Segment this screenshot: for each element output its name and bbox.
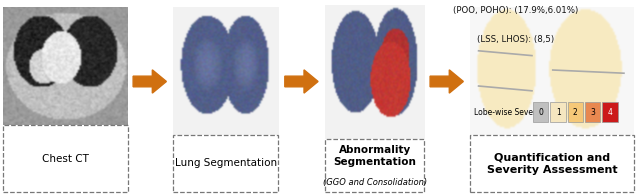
Bar [533, 102, 548, 122]
Text: 4: 4 [607, 107, 612, 117]
Text: (POO, POHO): (17.9%,6.01%): (POO, POHO): (17.9%,6.01%) [452, 6, 578, 15]
Text: Lung Segmentation: Lung Segmentation [175, 158, 276, 168]
FancyArrow shape [133, 70, 166, 93]
FancyBboxPatch shape [470, 135, 634, 192]
FancyBboxPatch shape [3, 125, 128, 192]
FancyArrow shape [285, 70, 318, 93]
Text: (LSS, LHOS): (8,5): (LSS, LHOS): (8,5) [477, 35, 554, 44]
Bar [585, 102, 600, 122]
Text: Chest CT: Chest CT [42, 154, 89, 164]
FancyBboxPatch shape [325, 139, 424, 192]
Bar [602, 102, 618, 122]
Text: Abnormality
Segmentation: Abnormality Segmentation [333, 145, 416, 167]
FancyArrow shape [430, 70, 463, 93]
Text: 3: 3 [590, 107, 595, 117]
Bar [550, 102, 566, 122]
Text: 2: 2 [573, 107, 578, 117]
Text: Lobe-wise Severity: Lobe-wise Severity [474, 107, 546, 117]
Text: Quantification and
Severity Assessment: Quantification and Severity Assessment [486, 152, 618, 175]
FancyBboxPatch shape [173, 135, 278, 192]
Bar [568, 102, 583, 122]
Text: 0: 0 [538, 107, 543, 117]
Text: 1: 1 [556, 107, 561, 117]
Text: (GGO and Consolidation): (GGO and Consolidation) [323, 178, 427, 187]
